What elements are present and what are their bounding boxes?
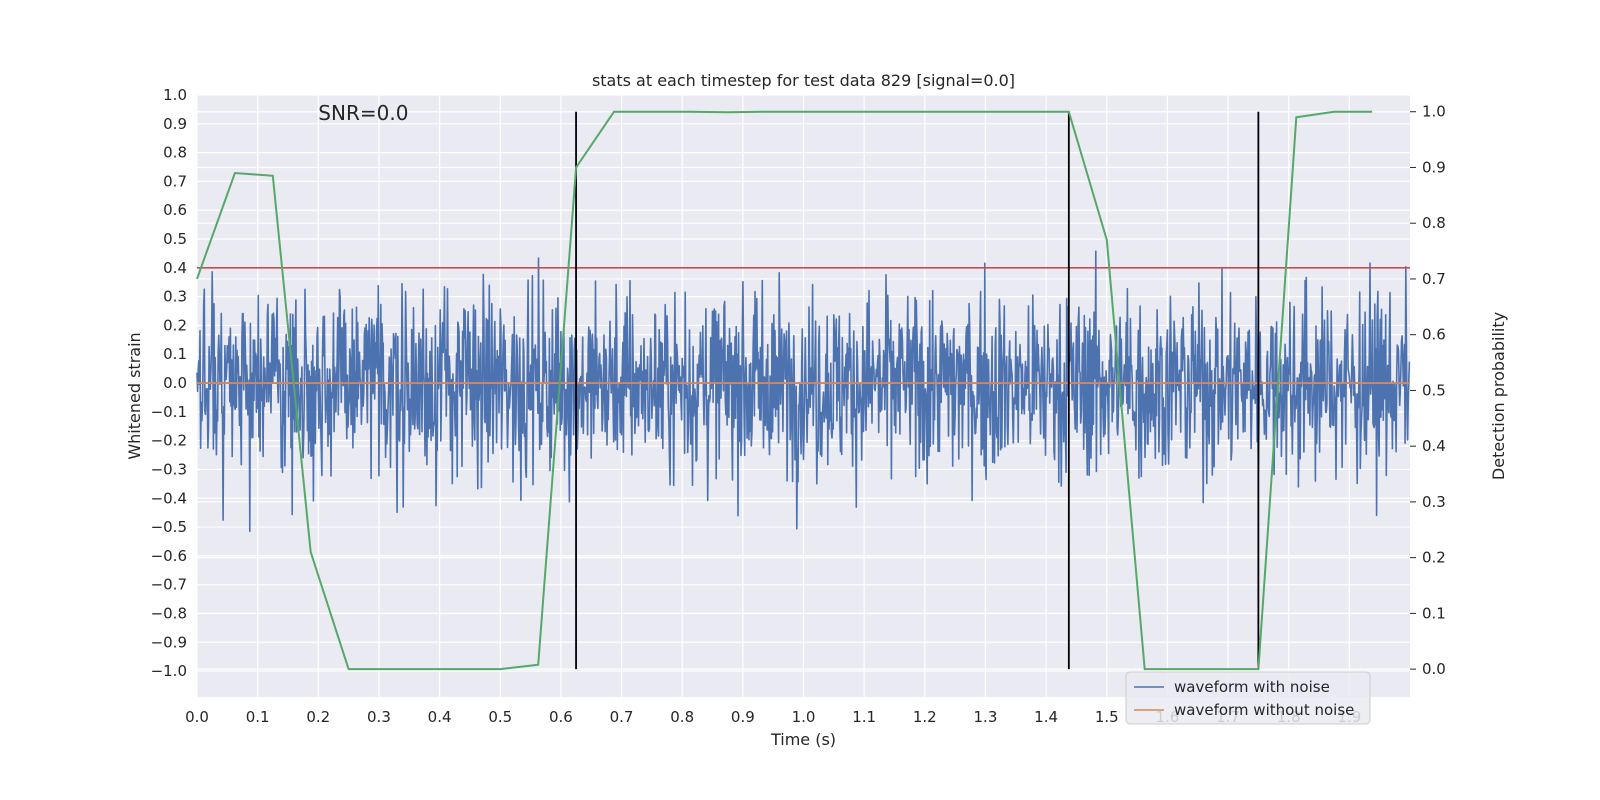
x-tick-label: 0.6 bbox=[549, 708, 573, 726]
y-tick-label: −0.7 bbox=[151, 576, 187, 594]
y-tick-labels: 1.0 0.9 0.8 0.7 0.6 0.5 0.4 0.3 0.2 0.1 0.0 −0.1 −0.… bbox=[151, 86, 187, 680]
y-tick-label: −0.1 bbox=[151, 403, 187, 421]
y2-tick-label: 0.7 bbox=[1422, 270, 1446, 288]
series-detection-probability bbox=[196, 110, 1373, 671]
x-tick-label: 1.1 bbox=[852, 708, 876, 726]
chart-title: stats at each timestep for test data 829… bbox=[592, 71, 1015, 90]
y-tick-label: −0.9 bbox=[151, 633, 187, 651]
y2-tick-labels: 1.0 0.9 0.8 0.7 0.6 0.5 0.4 0.3 0.2 0.1 0.0 bbox=[1422, 103, 1446, 678]
y-tick-label: −0.3 bbox=[151, 460, 187, 478]
y-tick-label: 0.5 bbox=[163, 230, 187, 248]
legend: waveform with noise waveform without noi… bbox=[1125, 671, 1371, 725]
snr-annotation: SNR=0.0 bbox=[318, 101, 408, 125]
x-tick-label: 0.9 bbox=[731, 708, 755, 726]
y-tick-label: 0.9 bbox=[163, 115, 187, 133]
y-tick-label: 0.0 bbox=[163, 374, 187, 392]
x-tick-label: 0.2 bbox=[306, 708, 330, 726]
y2-tick-label: 0.9 bbox=[1422, 158, 1446, 176]
x-tick-label: 1.2 bbox=[913, 708, 937, 726]
detection-probability-line bbox=[196, 110, 1373, 671]
y-tick-label: 0.7 bbox=[163, 172, 187, 190]
legend-entry-noise: waveform with noise bbox=[1174, 678, 1330, 696]
y-tick-label: 0.3 bbox=[163, 288, 187, 306]
y2-axis-label: Detection probability bbox=[1489, 312, 1508, 480]
x-tick-label: 0.0 bbox=[185, 708, 209, 726]
y-tick-label: 1.0 bbox=[163, 86, 187, 104]
y2-tick-label: 0.2 bbox=[1422, 549, 1446, 567]
y2-tick-label: 0.5 bbox=[1422, 381, 1446, 399]
y2-tick-label: 0.6 bbox=[1422, 326, 1446, 344]
y-tick-label: −0.4 bbox=[151, 489, 187, 507]
vertical-markers bbox=[575, 111, 1260, 670]
x-tick-label: 0.3 bbox=[367, 708, 391, 726]
x-tick-label: 0.8 bbox=[670, 708, 694, 726]
x-tick-label: 1.5 bbox=[1095, 708, 1119, 726]
y-tick-label: 0.8 bbox=[163, 144, 187, 162]
y-tick-label: −0.6 bbox=[151, 547, 187, 565]
legend-box bbox=[1125, 671, 1371, 725]
x-tick-label: 0.7 bbox=[610, 708, 634, 726]
y2-tick-label: 0.3 bbox=[1422, 493, 1446, 511]
x-tick-label: 1.0 bbox=[792, 708, 816, 726]
y-tick-label: −0.8 bbox=[151, 604, 187, 622]
x-tick-label: 1.3 bbox=[974, 708, 998, 726]
y-tick-label: 0.1 bbox=[163, 345, 187, 363]
y-tick-label: −1.0 bbox=[151, 662, 187, 680]
x-tick-label: 1.4 bbox=[1034, 708, 1058, 726]
x-tick-label: 0.1 bbox=[246, 708, 270, 726]
legend-entry-clean: waveform without noise bbox=[1174, 701, 1354, 719]
y2-tick-label: 0.8 bbox=[1422, 214, 1446, 232]
y-tick-label: 0.6 bbox=[163, 201, 187, 219]
y-axis-label: Whitened strain bbox=[125, 332, 144, 459]
y2-tick-label: 0.1 bbox=[1422, 604, 1446, 622]
y2-tick-label: 0.0 bbox=[1422, 660, 1446, 678]
x-tick-label: 0.5 bbox=[488, 708, 512, 726]
y-tick-label: −0.5 bbox=[151, 518, 187, 536]
y-tick-label: 0.4 bbox=[163, 259, 187, 277]
y2-tick-label: 1.0 bbox=[1422, 103, 1446, 121]
y2-tick-label: 0.4 bbox=[1422, 437, 1446, 455]
y-tick-label: 0.2 bbox=[163, 316, 187, 334]
y-tick-label: −0.2 bbox=[151, 432, 187, 450]
x-tick-label: 0.4 bbox=[428, 708, 452, 726]
x-axis-label: Time (s) bbox=[770, 730, 836, 749]
